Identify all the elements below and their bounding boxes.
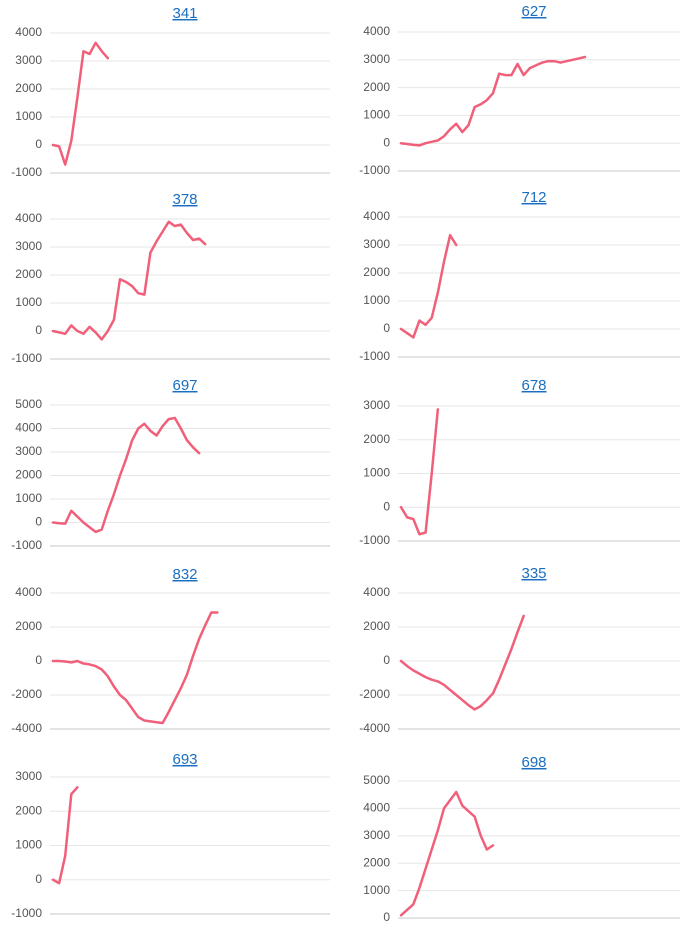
y-tick-label: 0 xyxy=(383,499,390,513)
y-tick-label: 1000 xyxy=(363,293,390,307)
y-tick-label: 2000 xyxy=(15,81,42,95)
y-tick-label: 4000 xyxy=(363,209,390,223)
y-tick-label: 0 xyxy=(383,910,390,924)
y-tick-label: 3000 xyxy=(363,52,390,66)
y-tick-label: 2000 xyxy=(15,803,42,817)
chart-title[interactable]: 341 xyxy=(172,5,197,22)
data-line xyxy=(51,41,110,166)
y-tick-label: 2000 xyxy=(15,267,42,281)
y-tick-label: -2000 xyxy=(359,687,390,701)
line-chart: 341 -1000 0 1000 2000 3000 4000 xyxy=(11,5,330,179)
data-line xyxy=(399,790,495,917)
line-chart: 378 -1000 0 1000 2000 3000 4000 xyxy=(11,191,330,365)
y-tick-label: 4000 xyxy=(363,24,390,38)
y-tick-label: 4000 xyxy=(15,25,42,39)
y-tick-label: 5000 xyxy=(363,773,390,787)
y-tick-label: 1000 xyxy=(363,108,390,122)
y-tick-label: 3000 xyxy=(363,237,390,251)
y-tick-label: 3000 xyxy=(363,398,390,412)
data-line xyxy=(51,416,201,534)
y-tick-label: -1000 xyxy=(11,165,42,179)
y-tick-label: 1000 xyxy=(15,838,42,852)
y-tick-label: -1000 xyxy=(11,906,42,920)
y-tick-label: -1000 xyxy=(11,351,42,365)
line-chart: 698 0 1000 2000 3000 4000 5000 xyxy=(363,754,680,924)
y-tick-label: 1000 xyxy=(363,466,390,480)
y-tick-label: 2000 xyxy=(15,468,42,482)
y-tick-label: 3000 xyxy=(363,828,390,842)
chart-title[interactable]: 335 xyxy=(521,565,546,582)
chart-title[interactable]: 378 xyxy=(172,191,197,208)
y-tick-label: 0 xyxy=(35,653,42,667)
data-line xyxy=(51,611,219,725)
data-line xyxy=(399,408,440,536)
y-tick-label: -1000 xyxy=(359,533,390,547)
y-tick-label: 0 xyxy=(35,137,42,151)
line-chart: 693 -1000 0 1000 2000 3000 xyxy=(11,751,330,920)
chart-title[interactable]: 698 xyxy=(521,754,546,771)
y-tick-label: -1000 xyxy=(359,163,390,177)
y-tick-label: 5000 xyxy=(15,397,42,411)
y-tick-label: 0 xyxy=(35,872,42,886)
chart-title[interactable]: 832 xyxy=(172,566,197,583)
y-tick-label: 2000 xyxy=(363,432,390,446)
y-tick-label: 0 xyxy=(383,653,390,667)
y-tick-label: 0 xyxy=(383,321,390,335)
chart-title[interactable]: 627 xyxy=(521,3,546,20)
y-tick-label: 2000 xyxy=(363,619,390,633)
y-tick-label: -4000 xyxy=(359,721,390,735)
y-tick-label: 2000 xyxy=(363,80,390,94)
y-tick-label: -4000 xyxy=(11,721,42,735)
line-chart: 712 -1000 0 1000 2000 3000 4000 xyxy=(359,189,680,363)
line-chart: 678 -1000 0 1000 2000 3000 xyxy=(359,377,680,547)
y-tick-label: -2000 xyxy=(11,687,42,701)
y-tick-label: 4000 xyxy=(15,421,42,435)
y-tick-label: 0 xyxy=(35,515,42,529)
y-tick-label: 0 xyxy=(35,323,42,337)
line-chart: 627 -1000 0 1000 2000 3000 4000 xyxy=(359,3,680,177)
y-tick-label: 4000 xyxy=(363,801,390,815)
data-line xyxy=(399,233,458,339)
line-chart: 335 -4000 -2000 0 2000 4000 xyxy=(359,565,680,735)
y-tick-label: 1000 xyxy=(15,295,42,309)
y-tick-label: 2000 xyxy=(363,855,390,869)
y-tick-label: 2000 xyxy=(15,619,42,633)
data-line xyxy=(51,220,207,341)
y-tick-label: 3000 xyxy=(15,239,42,253)
y-tick-label: 4000 xyxy=(363,585,390,599)
line-chart: 697 -1000 0 1000 2000 3000 4000 5000 xyxy=(11,377,330,552)
y-tick-label: 3000 xyxy=(15,444,42,458)
y-tick-label: 0 xyxy=(383,135,390,149)
line-chart: 832 -4000 -2000 0 2000 4000 xyxy=(11,566,330,735)
y-tick-label: 2000 xyxy=(363,265,390,279)
chart-title[interactable]: 712 xyxy=(521,189,546,206)
chart-title[interactable]: 678 xyxy=(521,377,546,394)
data-line xyxy=(399,55,587,147)
y-tick-label: 3000 xyxy=(15,53,42,67)
data-line xyxy=(51,786,79,885)
chart-title[interactable]: 693 xyxy=(172,751,197,768)
y-tick-label: 1000 xyxy=(15,109,42,123)
y-tick-label: -1000 xyxy=(11,538,42,552)
data-line xyxy=(399,614,525,711)
y-tick-label: 1000 xyxy=(15,491,42,505)
y-tick-label: -1000 xyxy=(359,349,390,363)
y-tick-label: 4000 xyxy=(15,211,42,225)
y-tick-label: 3000 xyxy=(15,769,42,783)
y-tick-label: 1000 xyxy=(363,883,390,897)
chart-title[interactable]: 697 xyxy=(172,377,197,394)
y-tick-label: 4000 xyxy=(15,585,42,599)
